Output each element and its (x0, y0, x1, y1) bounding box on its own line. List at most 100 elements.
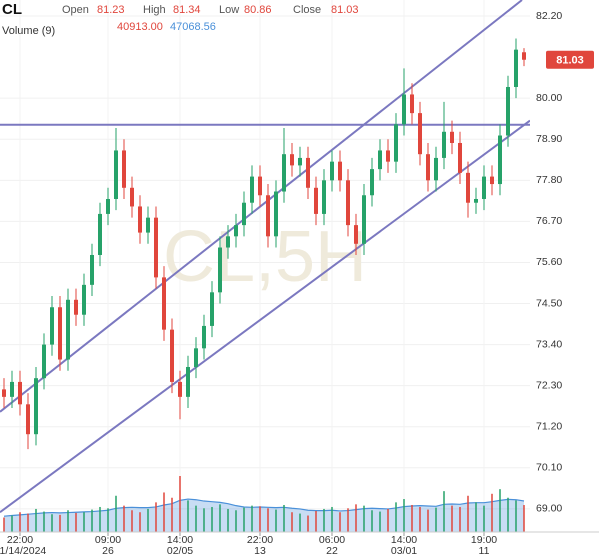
watermark: CL,5H (163, 217, 367, 297)
volume-ma-line (3, 498, 525, 517)
candle-body (258, 176, 262, 196)
volume-bar (467, 495, 469, 532)
candle-body (218, 247, 222, 293)
candle-body (146, 217, 150, 233)
volume-bar (411, 504, 413, 532)
x-tick-date: 13 (254, 545, 266, 557)
candle-body (178, 381, 182, 397)
header-label: Close (293, 4, 321, 16)
volume-bar (59, 514, 61, 532)
volume-bar (443, 491, 445, 532)
x-tick-date: 01/14/2024 (0, 545, 46, 557)
candle-body (434, 157, 438, 181)
y-tick-label: 78.90 (536, 133, 562, 145)
volume-bar (51, 514, 53, 532)
volume-bar (211, 506, 213, 532)
header-value: 80.86 (244, 4, 272, 16)
candle-body (210, 292, 214, 326)
volume-bar (475, 502, 477, 532)
volume-bar (299, 513, 301, 532)
volume-bar (195, 505, 197, 532)
volume-bar (235, 510, 237, 532)
volume-bar (523, 505, 525, 532)
candle-body (498, 135, 502, 185)
y-tick-label: 75.60 (536, 256, 562, 268)
candle-body (306, 157, 310, 188)
x-tick-date: 26 (102, 545, 114, 557)
volume-bar (179, 476, 181, 532)
volume-bar (371, 510, 373, 532)
volume-bar (275, 509, 277, 532)
candle-body (402, 94, 406, 125)
candle-body (18, 381, 22, 405)
candle-body (290, 154, 294, 166)
y-tick-label: 74.50 (536, 297, 562, 309)
price-tag-label: 81.03 (556, 55, 584, 67)
volume-bar (515, 500, 517, 532)
header-value: 81.23 (97, 4, 125, 16)
volume-bar (283, 504, 285, 532)
candle-body (522, 52, 526, 60)
volume-bar (171, 497, 173, 532)
volume-bar (219, 504, 221, 532)
candle-body (42, 344, 46, 379)
candle-body (162, 277, 166, 330)
volume-bar (155, 502, 157, 532)
volume-bar (387, 508, 389, 532)
volume-bar (99, 506, 101, 532)
candle-body (370, 169, 374, 196)
candle-body (322, 180, 326, 214)
y-tick-label: 71.20 (536, 421, 562, 433)
header-label: High (143, 4, 166, 16)
candle-body (490, 176, 494, 185)
x-tick-date: 03/01 (391, 545, 417, 557)
volume-bar (35, 508, 37, 532)
candle-body (2, 389, 6, 397)
volume-bar (419, 506, 421, 532)
candle-body (50, 307, 54, 345)
volume-bar (291, 512, 293, 532)
x-tick-time: 22:00 (247, 534, 273, 546)
volume-bar (3, 517, 5, 532)
volume-bar (435, 507, 437, 532)
candle-body (458, 142, 462, 173)
candle-body (82, 284, 86, 315)
y-tick-label: 80.00 (536, 92, 562, 104)
candle-body (282, 154, 286, 192)
volume-bar (11, 515, 13, 532)
y-tick-label: 72.30 (536, 379, 562, 391)
volume-bar (163, 492, 165, 532)
candle-body (450, 131, 454, 143)
volume-bar (427, 509, 429, 532)
candle-body (266, 195, 270, 237)
candle-body (506, 86, 510, 136)
candle-body (202, 325, 206, 349)
volume-bar (451, 505, 453, 532)
candle-body (298, 157, 302, 166)
volume-bar (131, 510, 133, 532)
header-value: 81.03 (331, 4, 359, 16)
candle-body (362, 195, 366, 244)
candle-body (194, 348, 198, 367)
volume-bar (507, 497, 509, 532)
trendline (0, 0, 523, 413)
volume-bar (203, 508, 205, 532)
candle-body (426, 154, 430, 181)
axes: 82.20 80.00 78.90 77.80 76.70 75.60 74.50 73.40… (0, 10, 599, 557)
volume-bar (403, 499, 405, 532)
x-tick-time: 22:00 (7, 534, 33, 546)
candle-body (34, 378, 38, 435)
volume-ma-area (4, 499, 524, 532)
header-label: Low (219, 4, 239, 16)
volume-bar (27, 513, 29, 532)
price-pane (0, 0, 530, 514)
candle-body (474, 198, 478, 203)
y-tick-label: 73.40 (536, 338, 562, 350)
volume-bar (43, 511, 45, 532)
candle-body (114, 150, 118, 199)
candle-body (234, 225, 238, 237)
y-tick-label: 70.10 (536, 462, 562, 474)
x-tick-time: 14:00 (391, 534, 417, 546)
candle-body (226, 236, 230, 248)
